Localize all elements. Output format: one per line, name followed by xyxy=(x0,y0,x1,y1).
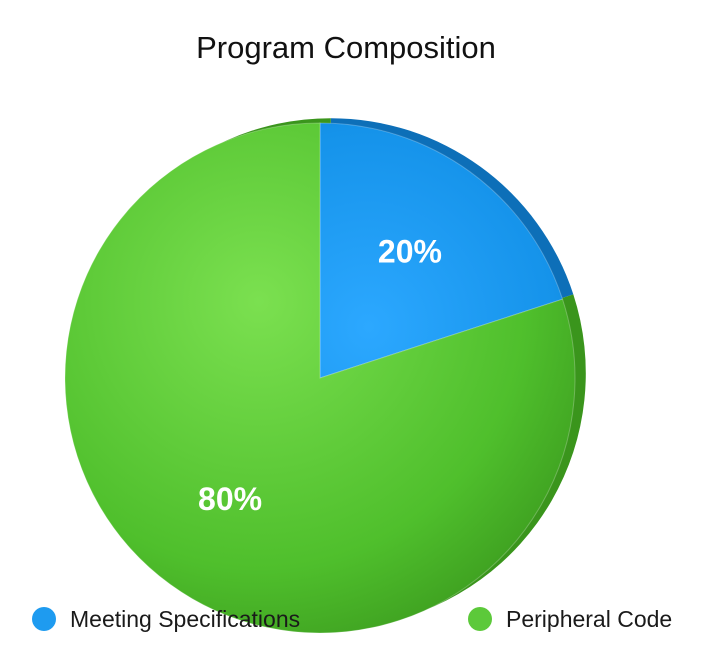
slice-meeting-specifications xyxy=(319,122,564,379)
slices-layer xyxy=(64,122,576,634)
legend-swatch-green xyxy=(468,607,492,631)
slice-peripheral-code xyxy=(64,122,576,634)
data-label-meeting-specifications: 20% xyxy=(378,234,442,270)
legend-item-peripheral-code: Peripheral Code xyxy=(468,603,672,635)
data-label-peripheral-code: 80% xyxy=(198,481,262,517)
legend-label: Meeting Specifications xyxy=(70,605,301,632)
chart-title: Program Composition xyxy=(196,30,496,65)
legend-item-meeting-specifications: Meeting Specifications xyxy=(32,603,300,635)
slice-labels: 20% 80% xyxy=(198,234,442,518)
legend-swatch-blue xyxy=(32,607,56,631)
legend-label: Peripheral Code xyxy=(506,605,673,632)
